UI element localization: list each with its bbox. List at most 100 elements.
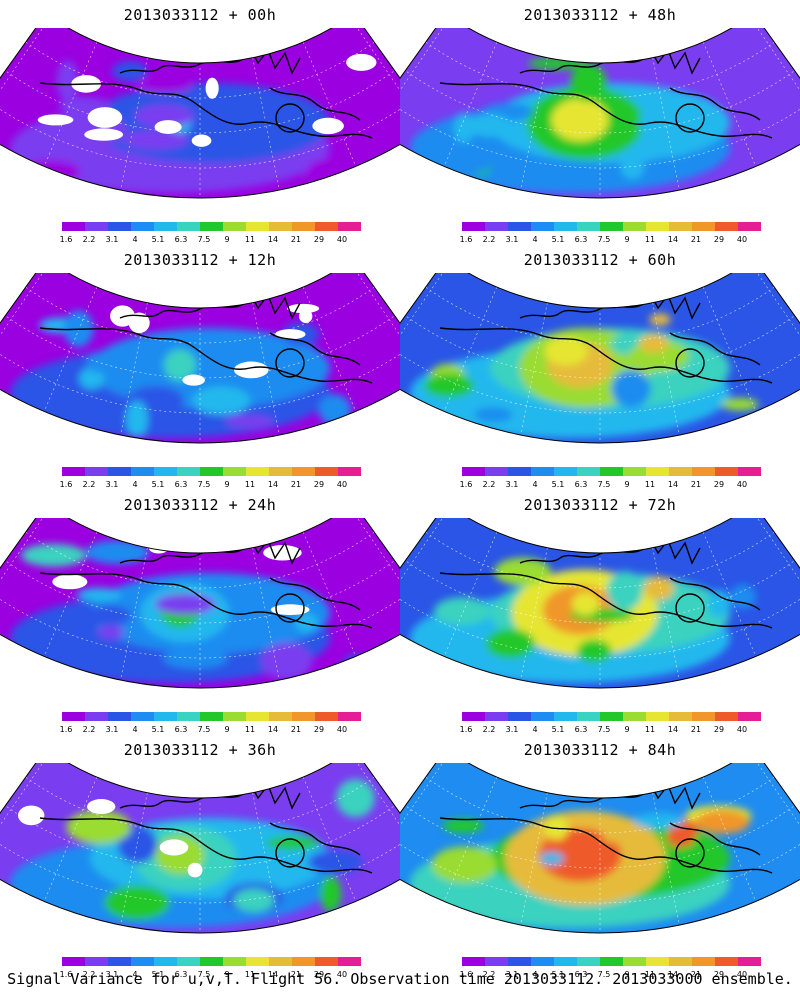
colorbar-swatch [462, 467, 485, 476]
colorbar-swatch [246, 712, 269, 721]
colorbar-swatch [292, 957, 315, 966]
panel-title: 2013033112 + 72h [523, 496, 677, 514]
colorbar-swatch [269, 712, 292, 721]
colorbar-label: 4 [132, 480, 137, 489]
colorbar-swatch [154, 222, 177, 231]
colorbar-swatch [669, 222, 692, 231]
panel-title: 2013033112 + 84h [523, 741, 677, 759]
colorbar-label: 29 [714, 480, 724, 489]
colorbar-label: 3.1 [106, 235, 119, 244]
colorbar-label: 29 [314, 235, 324, 244]
colorbar-swatch [338, 222, 361, 231]
map-panel: 2013033112 + 12h 1.6 2.2 3.1 4 5.1 6.3 7.5 9 11 14… [0, 245, 400, 490]
colorbar-label: 5.1 [552, 725, 565, 734]
colorbar-label: 3.1 [506, 970, 519, 979]
colorbar-swatch [200, 712, 223, 721]
colorbar-swatch [62, 467, 85, 476]
colorbar-label: 6.3 [175, 970, 188, 979]
colorbar-label: 29 [314, 480, 324, 489]
colorbar-swatch [531, 222, 554, 231]
variance-map [0, 763, 400, 934]
colorbar-label: 11 [245, 970, 255, 979]
colorbar-label: 4 [132, 970, 137, 979]
panel-title: 2013033112 + 24h [123, 496, 277, 514]
colorbar-label: 5.1 [152, 970, 165, 979]
colorbar-label: 2.2 [83, 970, 96, 979]
colorbar-swatch [62, 957, 85, 966]
colorbar-label: 11 [645, 235, 655, 244]
colorbar: 1.6 2.2 3.1 4 5.1 6.3 7.5 9 11 14 21 29 40 [460, 712, 761, 734]
colorbar-label: 11 [245, 235, 255, 244]
colorbar-swatch [462, 957, 485, 966]
colorbar: 1.6 2.2 3.1 4 5.1 6.3 7.5 9 11 14 21 29 40 [60, 222, 361, 244]
panel-title: 2013033112 + 48h [523, 6, 677, 24]
map-panel: 2013033112 + 84h 1.6 2.2 3.1 4 5.1 6.3 7.5 9 11 14… [400, 735, 800, 980]
colorbar-label: 9 [624, 235, 629, 244]
colorbar-label: 21 [691, 970, 701, 979]
colorbar-swatch [177, 957, 200, 966]
colorbar-swatch [269, 222, 292, 231]
colorbar-swatch [85, 222, 108, 231]
colorbar-label: 3.1 [506, 235, 519, 244]
colorbar-swatch [669, 467, 692, 476]
colorbar-label: 29 [714, 725, 724, 734]
colorbar-swatch [577, 467, 600, 476]
colorbar-swatch [531, 467, 554, 476]
colorbar-swatch [577, 712, 600, 721]
colorbar-swatch [738, 222, 761, 231]
colorbar-swatch [715, 712, 738, 721]
colorbar-swatch [485, 222, 508, 231]
colorbar-label: 14 [268, 970, 278, 979]
colorbar-swatch [600, 712, 623, 721]
panel-title: 2013033112 + 36h [123, 741, 277, 759]
colorbar-label: 21 [291, 970, 301, 979]
map-panel: 2013033112 + 36h 1.6 2.2 3.1 4 5.1 6.3 7.5 9 11 14… [0, 735, 400, 980]
colorbar-label: 3.1 [506, 480, 519, 489]
colorbar-label: 14 [668, 970, 678, 979]
colorbar-label: 14 [668, 480, 678, 489]
colorbar: 1.6 2.2 3.1 4 5.1 6.3 7.5 9 11 14 21 29 40 [460, 957, 761, 979]
colorbar-label: 7.5 [198, 725, 211, 734]
colorbar-label: 6.3 [575, 970, 588, 979]
colorbar-swatch [623, 957, 646, 966]
colorbar-swatch [154, 467, 177, 476]
colorbar-swatch [462, 712, 485, 721]
colorbar-swatch [200, 467, 223, 476]
panel-title: 2013033112 + 12h [123, 251, 277, 269]
colorbar-label: 9 [624, 970, 629, 979]
colorbar: 1.6 2.2 3.1 4 5.1 6.3 7.5 9 11 14 21 29 40 [460, 467, 761, 489]
colorbar-swatch [154, 957, 177, 966]
colorbar-swatch [715, 957, 738, 966]
colorbar-label: 1.6 [60, 235, 73, 244]
colorbar-label: 6.3 [175, 725, 188, 734]
colorbar-label: 40 [737, 480, 747, 489]
colorbar-swatch [338, 467, 361, 476]
colorbar-label: 1.6 [60, 725, 73, 734]
map-panel: 2013033112 + 48h 1.6 2.2 3.1 4 5.1 6.3 7.5 9 11 14… [400, 0, 800, 245]
map-panel: 2013033112 + 72h 1.6 2.2 3.1 4 5.1 6.3 7.5 9 11 14… [400, 490, 800, 735]
colorbar-label: 1.6 [460, 970, 473, 979]
colorbar-swatch [85, 467, 108, 476]
variance-map [400, 28, 800, 199]
variance-map [400, 273, 800, 444]
variance-map [0, 518, 400, 689]
colorbar-swatch [646, 957, 669, 966]
colorbar-swatch [154, 712, 177, 721]
colorbar-swatch [600, 222, 623, 231]
colorbar-swatch [715, 467, 738, 476]
colorbar-swatch [577, 222, 600, 231]
colorbar-label: 11 [245, 725, 255, 734]
colorbar-swatch [223, 222, 246, 231]
colorbar-label: 5.1 [152, 725, 165, 734]
colorbar-swatch [223, 467, 246, 476]
colorbar-label: 9 [224, 725, 229, 734]
colorbar-label: 14 [268, 480, 278, 489]
colorbar-label: 7.5 [598, 480, 611, 489]
colorbar-label: 7.5 [598, 235, 611, 244]
colorbar-label: 21 [291, 725, 301, 734]
colorbar-label: 2.2 [83, 480, 96, 489]
colorbar-label: 3.1 [106, 725, 119, 734]
colorbar-swatch [554, 957, 577, 966]
variance-map [0, 28, 400, 199]
colorbar-swatch [715, 222, 738, 231]
